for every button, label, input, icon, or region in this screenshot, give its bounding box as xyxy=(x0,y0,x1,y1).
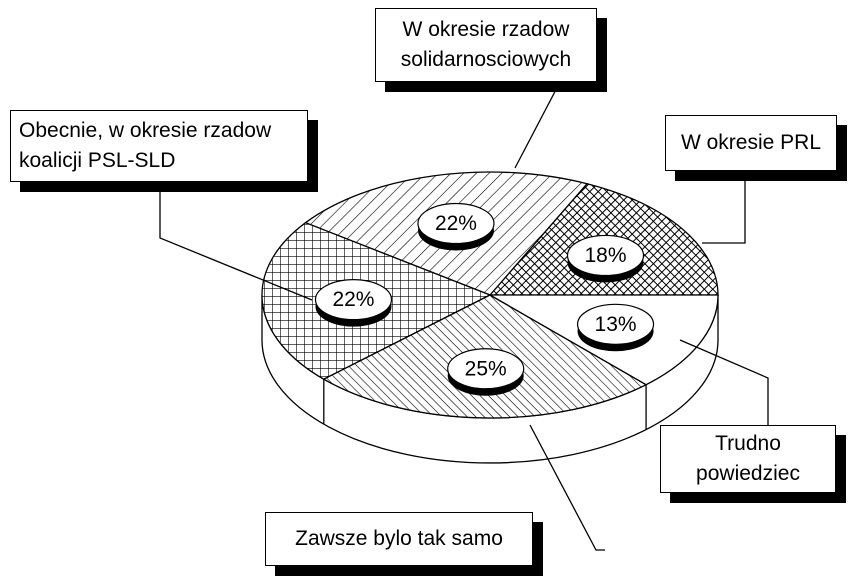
value-label: 25% xyxy=(465,357,507,380)
value-label-bg xyxy=(314,279,393,321)
value-label: 22% xyxy=(332,288,374,311)
value-label: 22% xyxy=(435,212,477,235)
leader-line xyxy=(529,424,605,551)
value-label-bg xyxy=(447,348,525,390)
value-label: 13% xyxy=(595,313,637,336)
legend-label: Trudno powiedziec xyxy=(660,425,836,493)
legend-label: W okresie PRL xyxy=(665,115,837,171)
value-label: 18% xyxy=(584,244,626,267)
value-label-bg xyxy=(566,234,645,277)
value-label-bg xyxy=(417,202,495,245)
leader-lines xyxy=(159,81,769,551)
value-label-bg xyxy=(576,303,655,345)
value-labels: 18% 22% 22% 25% 13% xyxy=(314,202,655,396)
legend-label: Zawsze bylo tak samo xyxy=(265,512,533,566)
leader-line xyxy=(702,172,746,244)
leader-line xyxy=(679,339,769,425)
leader-line xyxy=(514,81,561,169)
leader-line xyxy=(159,182,313,301)
legend-label: Obecnie, w okresie rzadow koalicji PSL-S… xyxy=(10,110,308,182)
legend-label: W okresie rzadow solidarnosciowych xyxy=(375,8,597,82)
